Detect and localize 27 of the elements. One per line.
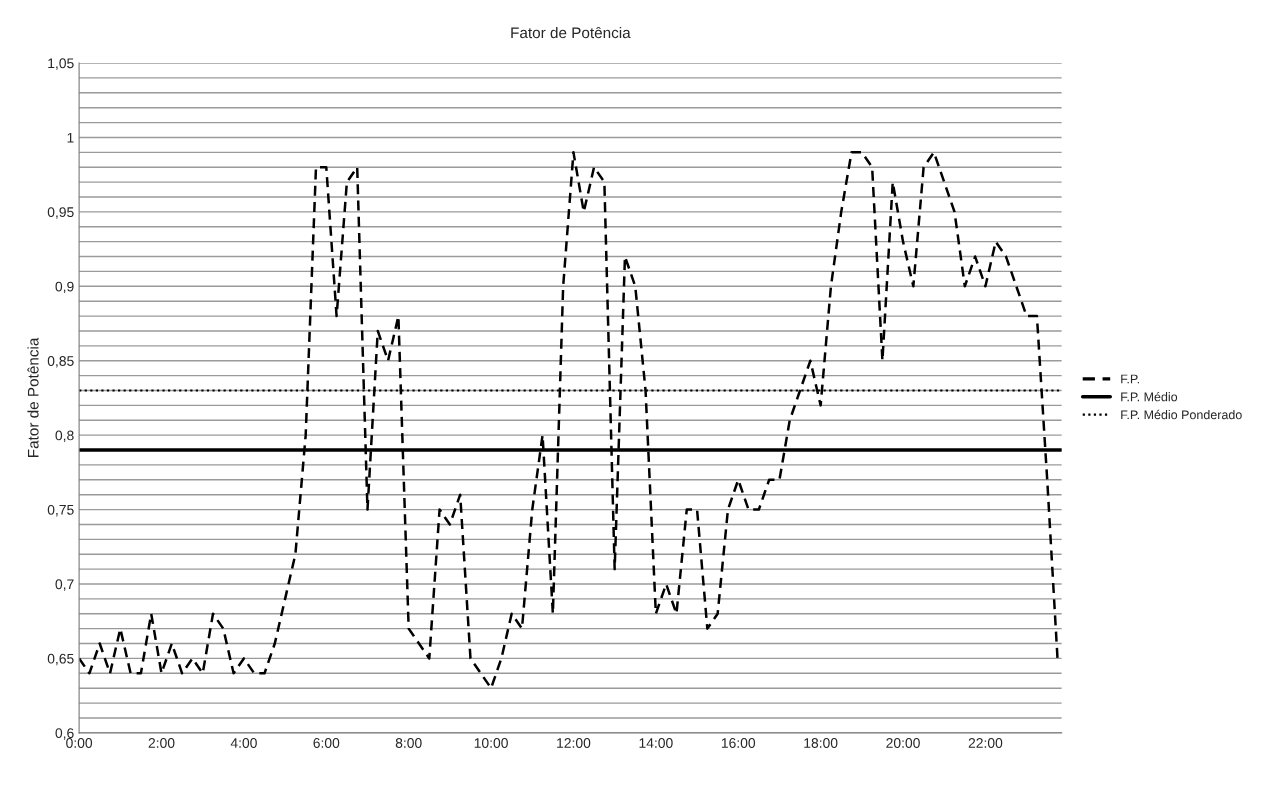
x-tick-label: 12:00 (557, 738, 591, 748)
y-tick-label: 0,9 (55, 281, 74, 294)
chart-title: Fator de Potência (511, 26, 631, 39)
x-tick-label: 16:00 (721, 738, 756, 748)
x-tick-label: 4:00 (230, 738, 257, 748)
y-tick-label: 0,75 (47, 504, 74, 517)
y-tick-label: 0,95 (47, 207, 74, 219)
x-tick-label: 18:00 (804, 738, 838, 748)
x-tick-label: 6:00 (313, 738, 340, 748)
y-tick-label: 0,65 (47, 653, 74, 666)
x-tick-label: 10:00 (474, 738, 508, 748)
legend-label: F.P. (1121, 374, 1139, 384)
legend-label: F.P. Médio (1121, 391, 1178, 402)
y-tick-label: 1 (67, 132, 74, 143)
x-tick-label: 2:00 (148, 738, 175, 748)
x-tick-label: 22:00 (968, 738, 1003, 748)
y-tick-label: 1,05 (48, 58, 74, 70)
y-tick-label: 0,6 (55, 728, 74, 740)
x-tick-label: 8:00 (395, 738, 422, 748)
y-tick-label: 0,7 (55, 579, 74, 591)
y-tick-label: 0,8 (55, 430, 74, 442)
y-tick-label: 0,85 (47, 356, 74, 368)
legend-label: F.P. Médio Ponderado (1121, 409, 1242, 420)
x-tick-label: 14:00 (639, 738, 673, 748)
y-axis-title: Fator de Potência (27, 337, 39, 457)
x-tick-label: 0:00 (66, 738, 93, 748)
x-tick-label: 20:00 (886, 738, 920, 748)
